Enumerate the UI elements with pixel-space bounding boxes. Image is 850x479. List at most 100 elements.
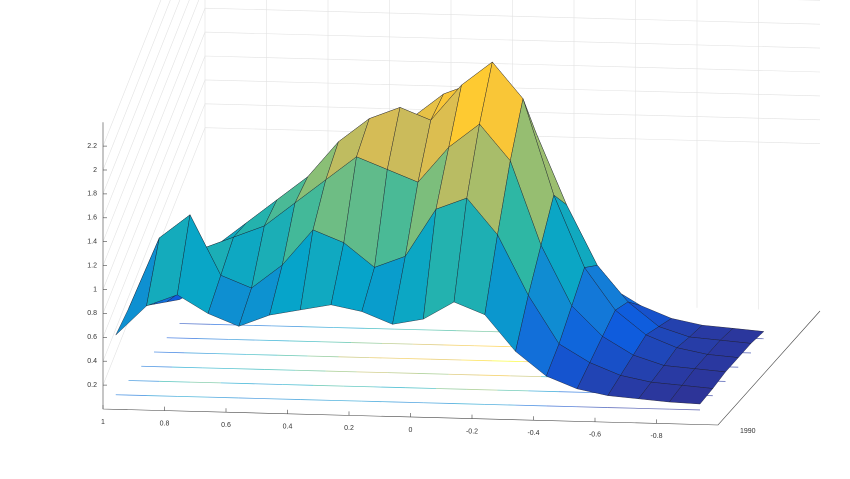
contour [392,401,424,404]
z-tick-label: 1.6 [87,215,97,222]
z-tick-label: 2 [93,167,97,174]
contour [240,324,272,327]
contour [338,356,370,358]
contour [141,365,173,368]
z-tick-label: 2.2 [87,143,97,150]
contour [435,388,467,390]
grid-line [102,79,821,338]
contour [251,383,283,385]
x-tick-label: -0.4 [527,430,539,437]
contour [369,357,401,359]
contour [258,339,290,342]
y-tick-label: 1990 [740,428,756,435]
contour [179,323,211,325]
contour [343,385,375,388]
contour [153,351,185,354]
grid-line [102,0,821,242]
contour [269,398,301,400]
contour [387,372,419,374]
x-tick-label: -0.6 [589,432,601,439]
x-tick-label: 0 [409,427,413,434]
contour [202,367,234,370]
contour [448,373,480,376]
x-tick-label: 0.6 [221,422,231,429]
contour [238,397,270,400]
contour [246,354,278,356]
contour [361,400,393,403]
contour [417,373,449,375]
contour [423,402,455,404]
contour [166,337,198,339]
contour [497,389,529,392]
z-tick-label: 1.8 [87,191,97,198]
grid-line [102,55,821,314]
contour [405,387,437,389]
surface-patch [668,385,714,405]
contour [146,395,178,397]
z-tick-label: 0.8 [87,310,97,317]
contour [330,399,362,402]
contour [456,330,488,332]
contour [484,403,516,406]
contour [638,407,670,410]
contour [461,359,493,362]
contour [576,406,608,408]
x-tick-label: 1 [101,419,105,426]
contour [479,374,511,377]
contour [233,368,265,370]
contour [276,354,308,357]
contour [159,380,191,383]
contour [207,396,239,399]
contour [351,342,383,344]
contour [430,358,462,361]
contour [510,375,542,378]
contour [492,360,524,362]
contour [558,391,590,393]
contour [453,403,485,405]
z-tick-label: 0.2 [87,382,97,389]
grid-line [102,0,171,171]
x-tick-label: 0.4 [283,424,293,431]
x-tick-label: 0.8 [160,420,170,427]
contour [177,395,209,398]
contour [264,369,296,371]
contour [320,341,352,343]
contour [184,352,216,354]
contour [381,342,413,345]
contour [171,366,203,369]
contour [307,355,339,358]
contour [271,325,303,328]
grid-line [102,103,821,362]
contour [669,408,701,411]
contour [289,340,321,343]
contour [425,329,457,332]
grid-line [102,0,181,195]
z-tick-label: 1.4 [87,239,97,246]
contour [399,358,431,360]
contour [607,407,639,409]
z-tick-label: 0.4 [87,358,97,365]
contour [115,394,147,396]
contour [128,380,160,382]
x-tick-label: -0.2 [466,428,478,435]
contour [189,381,221,384]
contour [412,343,444,346]
z-tick-label: 1 [93,286,97,293]
contour [443,344,475,347]
contour [474,345,506,347]
contour [282,384,314,386]
contour [363,327,395,330]
grid-line [102,0,162,147]
grid-line [102,31,821,290]
grid-line [102,7,821,266]
contour [325,370,357,373]
z-tick-label: 1.2 [87,262,97,269]
z-tick-label: 0.6 [87,334,97,341]
x-tick-label: -0.8 [650,433,662,440]
grid-line [102,0,190,218]
contour [215,353,247,355]
contour [312,384,344,387]
contour [546,405,578,408]
contour [394,328,426,331]
